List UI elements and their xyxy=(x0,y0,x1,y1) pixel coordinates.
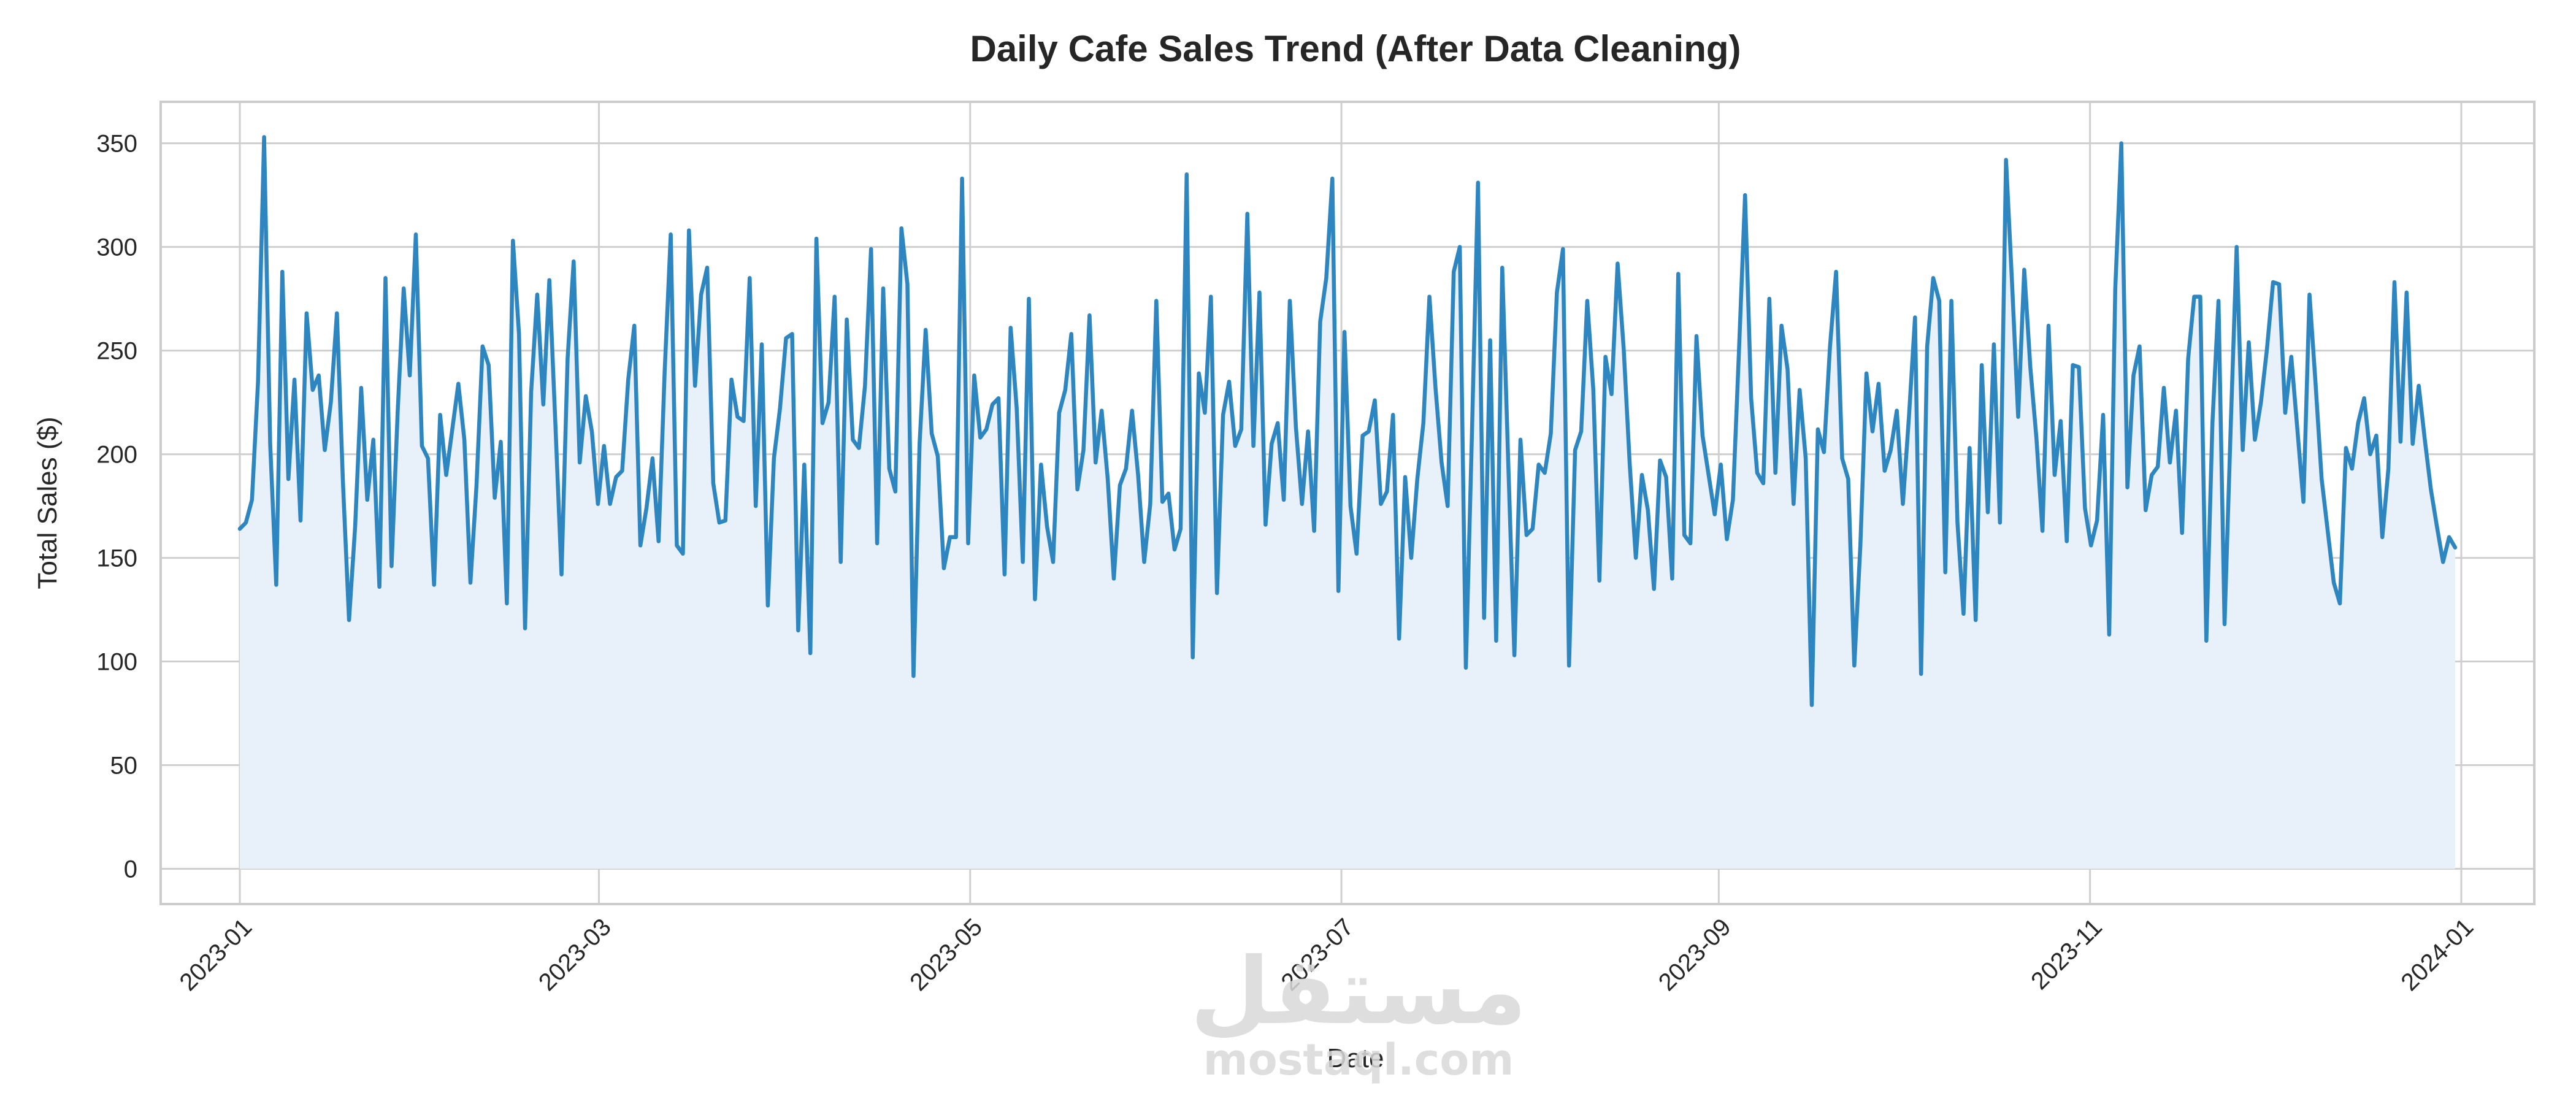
y-tick-label: 50 xyxy=(110,753,138,780)
y-tick-label: 150 xyxy=(96,545,137,572)
y-tick-label: 200 xyxy=(96,442,137,469)
chart-title: Daily Cafe Sales Trend (After Data Clean… xyxy=(970,28,1741,69)
plot-frame xyxy=(159,101,2536,905)
x-tick-label: 2023-09 xyxy=(1654,913,1736,996)
y-tick-label: 0 xyxy=(124,856,137,883)
sales-series-line xyxy=(237,135,2458,707)
x-tick-label: 2023-01 xyxy=(174,913,257,996)
x-tick-label: 2023-05 xyxy=(905,913,987,996)
watermark-latin: mostaql.com xyxy=(1203,1035,1514,1085)
watermark-arabic: مستقل xyxy=(1190,938,1527,1045)
y-tick-label: 350 xyxy=(96,131,137,158)
y-axis-ticks: 0 50 100 150 200 250 300 350 xyxy=(96,131,137,883)
watermark: مستقل mostaql.com xyxy=(1190,938,1527,1085)
y-tick-label: 100 xyxy=(96,649,137,676)
x-tick-label: 2023-11 xyxy=(2026,913,2107,995)
sales-area-fill xyxy=(240,137,2455,869)
x-tick-label: 2023-03 xyxy=(534,913,616,996)
y-tick-label: 250 xyxy=(96,338,137,365)
y-axis-label: Total Sales ($) xyxy=(33,416,63,589)
y-tick-label: 300 xyxy=(96,234,137,261)
x-axis-label: Date xyxy=(1327,1043,1384,1073)
x-tick-label: 2024-01 xyxy=(2396,913,2478,996)
